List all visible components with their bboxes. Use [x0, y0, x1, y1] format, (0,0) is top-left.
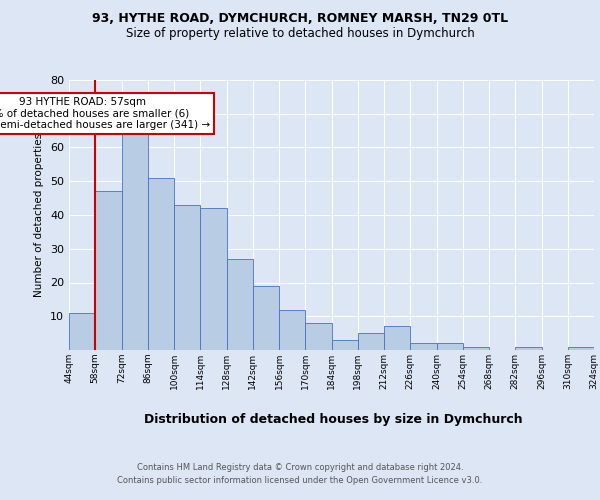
Text: Contains HM Land Registry data © Crown copyright and database right 2024.: Contains HM Land Registry data © Crown c… [137, 462, 463, 471]
Bar [174, 205, 200, 350]
Bar [95, 192, 121, 350]
Bar [69, 313, 95, 350]
Bar [568, 346, 594, 350]
Text: 93 HYTHE ROAD: 57sqm
← 2% of detached houses are smaller (6)
98% of semi-detache: 93 HYTHE ROAD: 57sqm ← 2% of detached ho… [0, 97, 209, 130]
Bar [437, 343, 463, 350]
Bar [148, 178, 174, 350]
Bar [331, 340, 358, 350]
Bar [227, 259, 253, 350]
Y-axis label: Number of detached properties: Number of detached properties [34, 133, 44, 297]
Bar [358, 333, 384, 350]
Text: Distribution of detached houses by size in Dymchurch: Distribution of detached houses by size … [143, 412, 523, 426]
Bar [121, 130, 148, 350]
Bar [279, 310, 305, 350]
Text: Contains public sector information licensed under the Open Government Licence v3: Contains public sector information licen… [118, 476, 482, 485]
Bar [410, 343, 437, 350]
Text: 93, HYTHE ROAD, DYMCHURCH, ROMNEY MARSH, TN29 0TL: 93, HYTHE ROAD, DYMCHURCH, ROMNEY MARSH,… [92, 12, 508, 26]
Bar [384, 326, 410, 350]
Text: Size of property relative to detached houses in Dymchurch: Size of property relative to detached ho… [125, 28, 475, 40]
Bar [200, 208, 227, 350]
Bar [305, 323, 331, 350]
Bar [515, 346, 542, 350]
Bar [463, 346, 489, 350]
Bar [253, 286, 279, 350]
